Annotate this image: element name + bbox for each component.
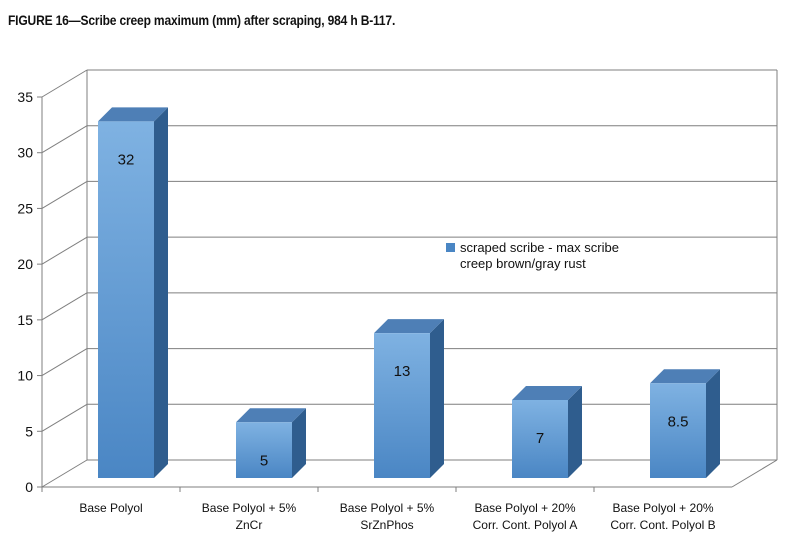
x-category-label: ZnCr (236, 518, 263, 532)
data-label: 7 (536, 430, 544, 447)
gridline-side (41, 180, 88, 209)
x-category-label: SrZnPhos (360, 518, 413, 532)
gridline-side (41, 69, 88, 98)
legend-label: scraped scribe - max scribe (460, 240, 619, 255)
gridline-side (41, 459, 88, 488)
bar-top (374, 319, 444, 334)
gridline-side (41, 292, 88, 321)
bar-side (292, 408, 306, 478)
floor-right-edge (731, 459, 778, 488)
bar-front (512, 400, 568, 478)
y-tick-label: 15 (17, 312, 33, 328)
bar-top (650, 369, 720, 384)
y-tick-label: 0 (25, 479, 33, 495)
x-category-label: Base Polyol + 5% (340, 501, 435, 515)
data-label: 32 (118, 151, 135, 168)
x-category-label: Base Polyol (79, 501, 142, 515)
figure-title: FIGURE 16—Scribe creep maximum (mm) afte… (8, 12, 396, 28)
data-label: 5 (260, 452, 268, 469)
gridline-side (41, 125, 88, 154)
bar (650, 369, 720, 478)
bar-side (706, 369, 720, 478)
y-tick-label: 10 (17, 368, 33, 384)
y-tick-label: 25 (17, 200, 33, 216)
bar (374, 319, 444, 478)
gridline-side (41, 236, 88, 265)
x-category-label: Base Polyol + 5% (202, 501, 297, 515)
legend-swatch (446, 243, 455, 252)
bar-side (430, 319, 444, 478)
bar-top (98, 107, 168, 122)
y-tick-label: 5 (25, 423, 33, 439)
data-labels: 32 5 13 7 8.5 (118, 151, 689, 469)
data-label: 8.5 (668, 413, 689, 430)
bar-side (568, 386, 582, 478)
y-tick-label: 35 (17, 89, 33, 105)
bar-front (650, 383, 706, 478)
x-category-label: Corr. Cont. Polyol B (610, 518, 715, 532)
y-tick-label: 30 (17, 145, 33, 161)
x-category-label: Corr. Cont. Polyol A (473, 518, 578, 532)
bar-front (98, 121, 154, 478)
bar-top (512, 386, 582, 400)
x-category-label: Base Polyol + 20% (612, 501, 713, 515)
bar-front (236, 422, 292, 478)
x-category-labels: Base Polyol Base Polyol + 5% ZnCr Base Poly… (79, 501, 715, 532)
bar-front (374, 333, 430, 478)
legend-label: creep brown/gray rust (460, 256, 586, 271)
bar (98, 107, 168, 478)
y-tick-label: 20 (17, 256, 33, 272)
axes (37, 96, 732, 492)
gridline-side (41, 403, 88, 432)
gridline-side (41, 348, 88, 377)
x-category-label: Base Polyol + 20% (474, 501, 575, 515)
bar-top (236, 408, 306, 423)
data-label: 13 (394, 363, 411, 380)
y-tick-labels: 0 5 10 15 20 25 30 35 (17, 89, 33, 495)
bars (98, 107, 720, 478)
bar-side (154, 107, 168, 478)
bar (236, 408, 306, 478)
bar (512, 386, 582, 478)
